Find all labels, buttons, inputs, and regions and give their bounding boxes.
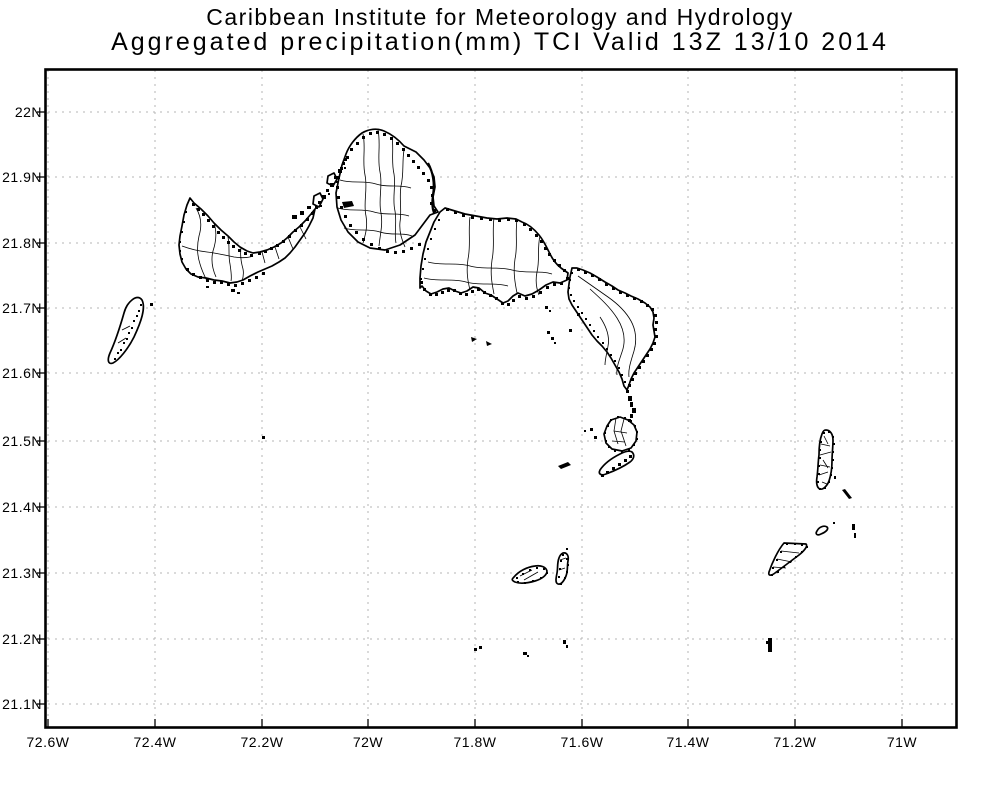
lat-axis-ticks (37, 111, 45, 705)
lat-label-21-4n: 21.4N (2, 499, 42, 515)
page-title-institution: Caribbean Institute for Meteorology and … (206, 4, 794, 30)
lat-label-21-7n: 21.7N (2, 300, 42, 316)
lon-label-72-6w: 72.6W (26, 734, 70, 750)
island-east-caicos (567, 267, 656, 391)
lat-label-21-6n: 21.6N (2, 365, 42, 381)
island-pine-cay (312, 192, 324, 208)
lon-axis-ticks (47, 719, 903, 727)
plot-frame (44, 68, 958, 729)
island-long-cay (598, 450, 635, 476)
lon-label-71-8w: 71.8W (453, 734, 497, 750)
graticule-grid (47, 70, 956, 727)
lon-label-72w: 72W (352, 734, 384, 750)
lat-label-21-2n: 21.2N (2, 631, 42, 647)
island-west-caicos (107, 296, 145, 365)
lon-label-72-4w: 72.4W (133, 734, 177, 750)
islands-coastlines (107, 128, 834, 585)
lat-label-21-3n: 21.3N (2, 565, 42, 581)
island-south-caicos (603, 416, 638, 452)
island-north-caicos (335, 128, 439, 251)
coastal-speckles (114, 131, 856, 657)
lon-label-71-6w: 71.6W (560, 734, 604, 750)
lat-label-21-9n: 21.9N (2, 169, 42, 185)
island-big-ambergris-cay (511, 564, 548, 584)
lat-label-21-1n: 21.1N (2, 696, 42, 712)
island-little-ambergris-cay (555, 552, 570, 585)
lon-label-71-2w: 71.2W (773, 734, 817, 750)
lat-label-21-8n: 21.8N (2, 235, 42, 251)
island-middle-caicos (419, 207, 569, 304)
lon-label-71-4w: 71.4W (666, 734, 710, 750)
island-internal-boundaries (117, 129, 832, 581)
island-grand-turk (815, 429, 834, 490)
lat-label-22n: 22N (14, 104, 42, 120)
island-cotton-cay (815, 525, 829, 536)
lon-label-72-2w: 72.2W (240, 734, 284, 750)
lat-label-21-5n: 21.5N (2, 433, 42, 449)
lon-label-71w: 71W (886, 734, 918, 750)
page-title-plot: Aggregated precipitation(mm) TCI Valid 1… (111, 28, 889, 56)
island-salt-cay (767, 542, 808, 576)
